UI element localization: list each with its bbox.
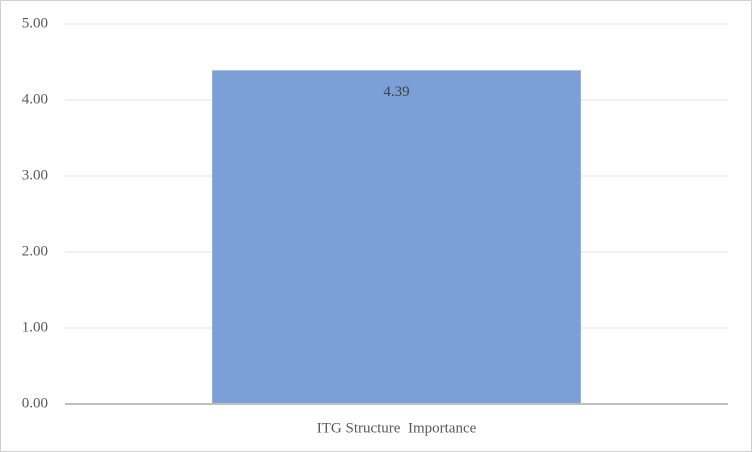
x-tick-label: ITG Structure Importance xyxy=(317,420,477,436)
y-tick-label: 4.00 xyxy=(22,91,48,107)
data-label: 4.39 xyxy=(383,84,409,100)
y-tick-label: 1.00 xyxy=(22,319,48,335)
y-tick-label: 5.00 xyxy=(22,15,48,31)
bar xyxy=(212,70,581,405)
y-tick-label: 0.00 xyxy=(22,395,48,411)
y-tick-label: 2.00 xyxy=(22,243,48,259)
y-tick-label: 3.00 xyxy=(22,167,48,183)
